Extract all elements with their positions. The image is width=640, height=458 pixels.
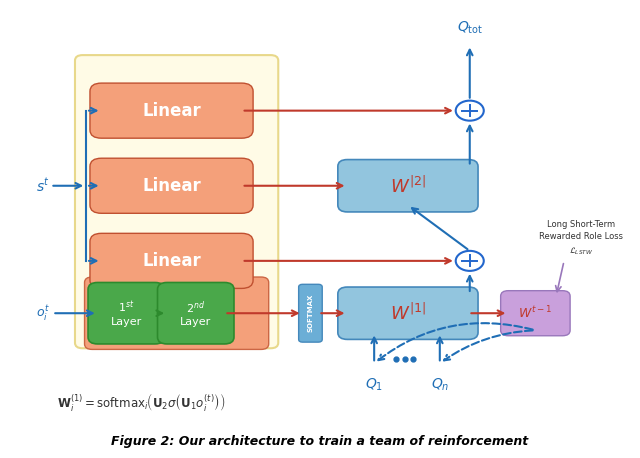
FancyBboxPatch shape <box>88 283 164 344</box>
FancyBboxPatch shape <box>157 283 234 344</box>
FancyBboxPatch shape <box>84 277 269 349</box>
Text: 1$^{st}$
Layer: 1$^{st}$ Layer <box>111 300 142 327</box>
Text: $Q_{\mathrm{tot}}$: $Q_{\mathrm{tot}}$ <box>456 19 483 36</box>
FancyBboxPatch shape <box>90 233 253 289</box>
Text: SOFTMAX: SOFTMAX <box>307 294 314 333</box>
Text: Linear: Linear <box>142 102 201 120</box>
Text: $Q_1$: $Q_1$ <box>365 377 383 393</box>
FancyBboxPatch shape <box>90 83 253 138</box>
Text: $Q_n$: $Q_n$ <box>431 377 449 393</box>
Text: 2$^{nd}$
Layer: 2$^{nd}$ Layer <box>180 299 211 327</box>
Circle shape <box>456 101 484 120</box>
Text: $s^t$: $s^t$ <box>36 177 50 195</box>
FancyBboxPatch shape <box>338 159 478 212</box>
Text: $W^{t-1}$: $W^{t-1}$ <box>518 305 552 322</box>
FancyBboxPatch shape <box>500 291 570 336</box>
Text: $o_i^t$: $o_i^t$ <box>36 304 50 323</box>
FancyBboxPatch shape <box>75 55 278 348</box>
Text: Figure 2: Our architecture to train a team of reinforcement: Figure 2: Our architecture to train a te… <box>111 435 529 447</box>
Text: Linear: Linear <box>142 252 201 270</box>
FancyBboxPatch shape <box>90 158 253 213</box>
Circle shape <box>456 251 484 271</box>
Text: $W^{|1|}$: $W^{|1|}$ <box>390 303 426 324</box>
Text: $W^{|2|}$: $W^{|2|}$ <box>390 175 426 196</box>
Text: $\mathbf{W}_i^{(1)} = \mathrm{softmax}_i\left(\mathbf{U}_2\sigma\left(\mathbf{U}: $\mathbf{W}_i^{(1)} = \mathrm{softmax}_i… <box>57 391 226 413</box>
FancyBboxPatch shape <box>338 287 478 339</box>
Text: Long Short-Term
Rewarded Role Loss
$\mathcal{L}_{LSTW}$: Long Short-Term Rewarded Role Loss $\mat… <box>540 219 623 256</box>
Text: Linear: Linear <box>142 177 201 195</box>
FancyBboxPatch shape <box>299 284 322 342</box>
